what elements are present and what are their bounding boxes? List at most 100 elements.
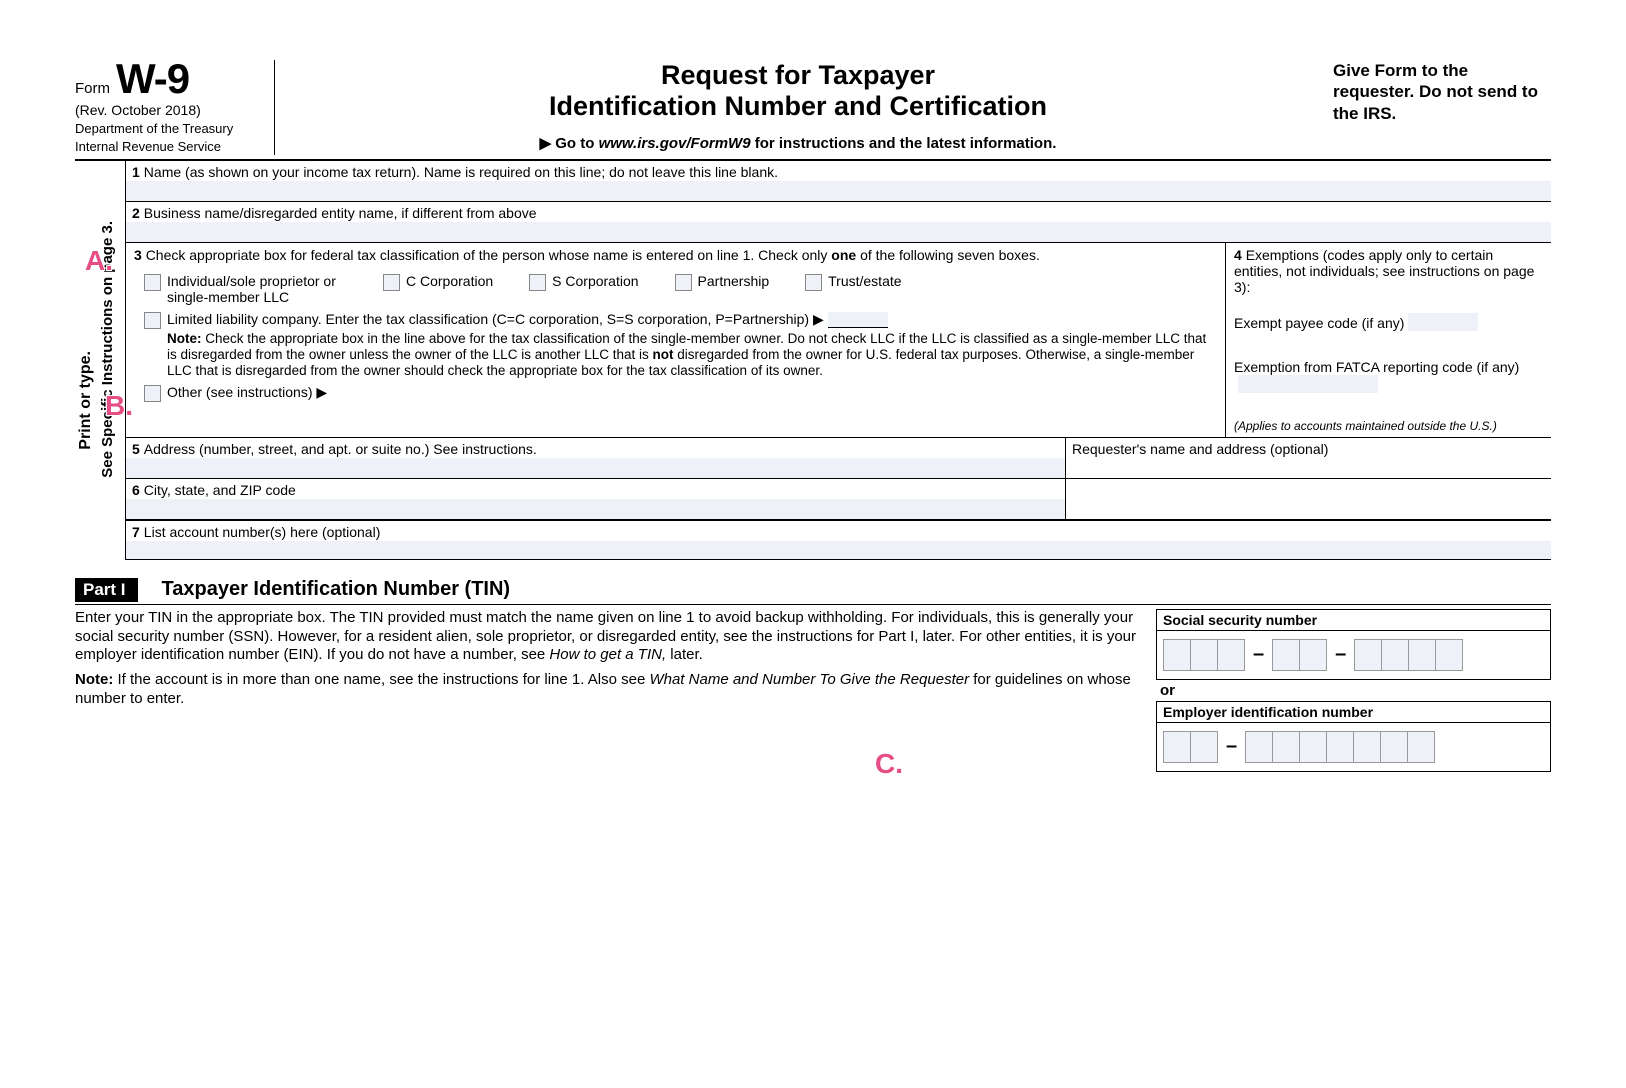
line3-num: 3 bbox=[134, 247, 142, 263]
ein-cell[interactable] bbox=[1272, 731, 1300, 763]
check-trust-label: Trust/estate bbox=[828, 273, 901, 289]
ssn-label: Social security number bbox=[1157, 610, 1550, 631]
side-label: Print or type. See Specific Instructions… bbox=[75, 161, 125, 560]
print-or-type: Print or type. bbox=[77, 351, 95, 450]
form-word: Form bbox=[75, 80, 110, 97]
line3-one: one bbox=[831, 247, 856, 263]
header-left: Form W-9 (Rev. October 2018) Department … bbox=[75, 60, 275, 155]
ssn-cell[interactable] bbox=[1217, 639, 1245, 671]
check-other-label: Other (see instructions) ▶ bbox=[167, 384, 327, 401]
check-individual-label: Individual/sole proprietor or single-mem… bbox=[167, 273, 347, 305]
note3-not: not bbox=[653, 347, 674, 362]
fatca-applies-note: (Applies to accounts maintained outside … bbox=[1234, 419, 1543, 433]
ssn-cell[interactable] bbox=[1381, 639, 1409, 671]
ssn-cell[interactable] bbox=[1435, 639, 1463, 671]
annotation-c: C. bbox=[875, 748, 903, 780]
check-ccorp-label: C Corporation bbox=[406, 273, 493, 289]
note3-label: Note: bbox=[167, 331, 202, 346]
requester-box-cont[interactable] bbox=[1066, 479, 1551, 519]
ein-cell[interactable] bbox=[1326, 731, 1354, 763]
ein-cell[interactable] bbox=[1299, 731, 1327, 763]
line-6: 6City, state, and ZIP code bbox=[126, 479, 1066, 519]
dept-treasury: Department of the Treasury bbox=[75, 121, 264, 137]
ssn-cell[interactable] bbox=[1190, 639, 1218, 671]
ssn-cell[interactable] bbox=[1272, 639, 1300, 671]
checkbox-ccorp[interactable] bbox=[383, 274, 400, 291]
address-input[interactable] bbox=[126, 458, 1065, 478]
line1-num: 1 bbox=[132, 164, 140, 180]
line-1: 1Name (as shown on your income tax retur… bbox=[126, 161, 1551, 202]
line2-label: Business name/disregarded entity name, i… bbox=[144, 205, 537, 221]
goto-url: www.irs.gov/FormW9 bbox=[599, 135, 751, 152]
checkbox-trust[interactable] bbox=[805, 274, 822, 291]
exempt-payee-input[interactable] bbox=[1408, 313, 1478, 331]
checkbox-partnership[interactable] bbox=[675, 274, 692, 291]
irs-label: Internal Revenue Service bbox=[75, 139, 264, 155]
form-title-2: Identification Number and Certification bbox=[295, 91, 1301, 122]
ssn-cell[interactable] bbox=[1299, 639, 1327, 671]
goto-line: ▶ Go to www.irs.gov/FormW9 for instructi… bbox=[295, 134, 1301, 152]
line6-num: 6 bbox=[132, 482, 140, 498]
ein-label: Employer identification number bbox=[1157, 702, 1550, 723]
dash: – bbox=[1224, 735, 1239, 758]
check-scorp-label: S Corporation bbox=[552, 273, 638, 289]
line1-label: Name (as shown on your income tax return… bbox=[144, 164, 778, 180]
w9-form: Form W-9 (Rev. October 2018) Department … bbox=[75, 60, 1551, 772]
box-4: 4 Exemptions (codes apply only to certai… bbox=[1226, 243, 1551, 437]
dash: – bbox=[1333, 643, 1348, 666]
form-code: W-9 bbox=[116, 60, 189, 98]
ein-cell[interactable] bbox=[1163, 731, 1191, 763]
part-1-badge: Part I bbox=[75, 578, 138, 602]
goto-prefix: ▶ Go to bbox=[540, 135, 599, 152]
check-partnership-label: Partnership bbox=[698, 273, 770, 289]
part-1-text: Enter your TIN in the appropriate box. T… bbox=[75, 609, 1142, 772]
part-1-title: Taxpayer Identification Number (TIN) bbox=[162, 578, 511, 601]
checkbox-individual[interactable] bbox=[144, 274, 161, 291]
p1-note-a: If the account is in more than one name,… bbox=[113, 671, 649, 688]
llc-classification-input[interactable] bbox=[828, 312, 888, 328]
name-input[interactable] bbox=[126, 181, 1551, 201]
box-3: 3 Check appropriate box for federal tax … bbox=[126, 243, 1226, 437]
line3-text-b: of the following seven boxes. bbox=[856, 247, 1040, 263]
ein-cell[interactable] bbox=[1380, 731, 1408, 763]
or-label: or bbox=[1160, 682, 1551, 699]
account-numbers-input[interactable] bbox=[126, 541, 1551, 559]
requester-box: Requester's name and address (optional) bbox=[1066, 438, 1551, 478]
annotation-b: B. bbox=[105, 390, 133, 422]
line7-label: List account number(s) here (optional) bbox=[144, 524, 381, 540]
line2-num: 2 bbox=[132, 205, 140, 221]
ein-cell[interactable] bbox=[1407, 731, 1435, 763]
line4-label: Exemptions (codes apply only to certain … bbox=[1234, 247, 1534, 295]
header-center: Request for Taxpayer Identification Numb… bbox=[275, 60, 1321, 155]
ssn-cell[interactable] bbox=[1408, 639, 1436, 671]
business-name-input[interactable] bbox=[126, 222, 1551, 242]
checkbox-llc[interactable] bbox=[144, 312, 161, 329]
line-7: 7List account number(s) here (optional) bbox=[126, 520, 1551, 560]
line5-label: Address (number, street, and apt. or sui… bbox=[144, 441, 537, 457]
line-5: 5Address (number, street, and apt. or su… bbox=[126, 438, 1066, 478]
city-state-zip-input[interactable] bbox=[126, 499, 1065, 519]
part-1-header: Part I Taxpayer Identification Number (T… bbox=[75, 578, 1551, 605]
ein-cell[interactable] bbox=[1353, 731, 1381, 763]
line5-num: 5 bbox=[132, 441, 140, 457]
ssn-cell[interactable] bbox=[1354, 639, 1382, 671]
fatca-input[interactable] bbox=[1238, 375, 1378, 393]
checkbox-scorp[interactable] bbox=[529, 274, 546, 291]
p1-para-b: later. bbox=[666, 646, 703, 663]
ein-cell[interactable] bbox=[1245, 731, 1273, 763]
ssn-cell[interactable] bbox=[1163, 639, 1191, 671]
ein-box: Employer identification number – bbox=[1156, 701, 1551, 772]
fatca-label: Exemption from FATCA reporting code (if … bbox=[1234, 359, 1519, 375]
form-header: Form W-9 (Rev. October 2018) Department … bbox=[75, 60, 1551, 161]
line6-label: City, state, and ZIP code bbox=[144, 482, 296, 498]
line4-num: 4 bbox=[1234, 247, 1242, 263]
ssn-box: Social security number – – bbox=[1156, 609, 1551, 680]
check-llc-label: Limited liability company. Enter the tax… bbox=[167, 311, 824, 327]
ein-cell[interactable] bbox=[1190, 731, 1218, 763]
exempt-payee-label: Exempt payee code (if any) bbox=[1234, 315, 1404, 331]
checkbox-other[interactable] bbox=[144, 385, 161, 402]
p1-note-label: Note: bbox=[75, 671, 113, 688]
revision-date: (Rev. October 2018) bbox=[75, 102, 264, 118]
p1-para-ital: How to get a TIN, bbox=[549, 646, 666, 663]
dash: – bbox=[1251, 643, 1266, 666]
